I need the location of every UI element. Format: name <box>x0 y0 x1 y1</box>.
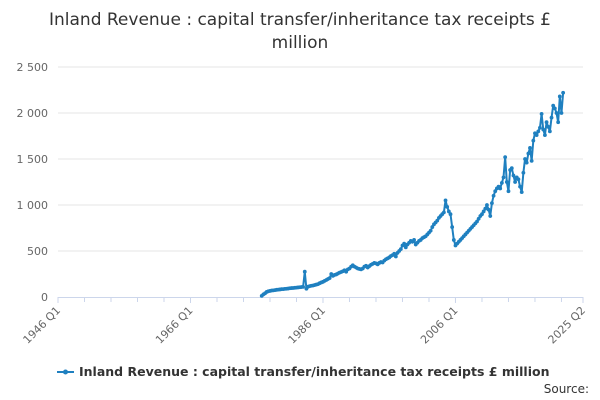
y-tick-label: 0 <box>41 291 48 304</box>
data-point[interactable] <box>549 115 554 120</box>
data-point[interactable] <box>481 209 486 214</box>
data-point[interactable] <box>516 177 521 182</box>
data-point[interactable] <box>493 189 498 194</box>
data-point[interactable] <box>428 228 433 233</box>
y-tick-label: 1 500 <box>17 153 49 166</box>
data-point[interactable] <box>490 201 494 206</box>
data-point[interactable] <box>450 225 455 229</box>
y-tick-label: 2 000 <box>17 107 49 120</box>
data-point[interactable] <box>547 129 552 134</box>
y-tick-label: 2 500 <box>17 61 49 74</box>
data-point[interactable] <box>524 160 529 165</box>
data-point[interactable] <box>480 212 484 217</box>
data-point[interactable] <box>441 210 446 215</box>
data-point[interactable] <box>327 276 332 281</box>
data-point[interactable] <box>511 173 516 178</box>
data-point[interactable] <box>392 251 397 256</box>
x-tick-label: 1986 Q1 <box>286 304 329 347</box>
data-point[interactable] <box>448 212 453 217</box>
data-point[interactable] <box>543 133 547 137</box>
data-point[interactable] <box>518 184 522 189</box>
data-point[interactable] <box>557 94 562 99</box>
data-point[interactable] <box>498 186 503 191</box>
data-point[interactable] <box>486 207 491 212</box>
data-point[interactable] <box>503 155 508 160</box>
x-tick-label: 1966 Q1 <box>153 304 196 347</box>
data-point[interactable] <box>509 166 514 171</box>
data-point[interactable] <box>541 127 546 132</box>
data-point[interactable] <box>412 238 416 242</box>
data-point[interactable] <box>402 241 407 246</box>
data-point[interactable] <box>556 120 561 125</box>
legend-marker-swatch <box>63 369 68 375</box>
data-point[interactable] <box>398 247 403 252</box>
legend-label: Inland Revenue : capital transfer/inheri… <box>79 364 549 379</box>
data-point[interactable] <box>554 111 559 115</box>
data-point[interactable] <box>475 219 479 224</box>
data-point[interactable] <box>301 284 306 289</box>
data-point[interactable] <box>536 129 541 134</box>
data-point[interactable] <box>483 206 488 211</box>
y-tick-label: 500 <box>27 245 48 258</box>
data-point[interactable] <box>523 157 527 161</box>
data-point[interactable] <box>544 120 549 125</box>
chart-title-line-1: Inland Revenue : capital transfer/inheri… <box>49 10 551 30</box>
data-point[interactable] <box>499 181 504 185</box>
y-tick-label: 1 000 <box>17 199 49 212</box>
y-axis-ticks: 0 500 1 000 1 500 2 000 2 500 <box>17 61 49 304</box>
chart-title-line-2: million <box>272 33 329 53</box>
x-tick-label: 2006 Q1 <box>418 304 461 347</box>
x-tick-label: 2025 Q2 <box>546 304 589 347</box>
data-point[interactable] <box>446 209 451 214</box>
data-point[interactable] <box>538 125 542 130</box>
data-point[interactable] <box>445 204 450 209</box>
data-point[interactable] <box>526 151 531 156</box>
data-point[interactable] <box>534 133 539 137</box>
x-tick-label: 1946 Q1 <box>21 304 64 347</box>
data-point[interactable] <box>539 112 544 116</box>
data-point[interactable] <box>403 245 408 250</box>
data-point[interactable] <box>485 203 489 207</box>
data-point[interactable] <box>513 180 517 184</box>
data-point[interactable] <box>519 190 524 195</box>
data-point[interactable] <box>488 214 493 218</box>
data-point[interactable] <box>476 216 481 221</box>
data-point[interactable] <box>504 180 509 184</box>
data-point[interactable] <box>528 146 532 150</box>
data-point[interactable] <box>451 238 456 242</box>
data-point[interactable] <box>443 198 448 203</box>
series-line <box>261 92 565 297</box>
data-point[interactable] <box>552 106 557 111</box>
data-point[interactable] <box>501 175 506 180</box>
data-point[interactable] <box>435 218 440 223</box>
data-point[interactable] <box>561 90 566 95</box>
data-point[interactable] <box>506 189 511 194</box>
data-point[interactable] <box>430 225 435 229</box>
data-point[interactable] <box>551 103 556 108</box>
data-point[interactable] <box>529 158 534 163</box>
data-point[interactable] <box>302 269 307 274</box>
data-point[interactable] <box>393 254 398 259</box>
data-point[interactable] <box>491 193 496 198</box>
y-gridlines <box>58 66 583 252</box>
data-point[interactable] <box>559 111 564 115</box>
data-point[interactable] <box>531 138 536 143</box>
plot-series <box>259 90 566 298</box>
legend[interactable]: Inland Revenue : capital transfer/inheri… <box>57 364 549 379</box>
data-point[interactable] <box>546 124 551 129</box>
chart-credit[interactable]: Source: <box>544 382 589 396</box>
data-point[interactable] <box>521 170 526 175</box>
x-axis: 1946 Q1 1966 Q1 1986 Q1 2006 Q1 2025 Q2 <box>21 297 589 347</box>
